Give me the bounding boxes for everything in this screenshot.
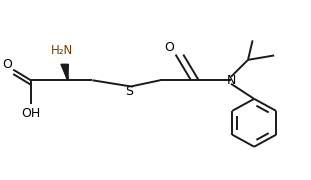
Text: OH: OH	[21, 107, 40, 120]
Text: H₂N: H₂N	[50, 44, 73, 57]
Polygon shape	[61, 64, 68, 80]
Text: N: N	[226, 74, 236, 87]
Text: O: O	[3, 58, 13, 71]
Text: S: S	[125, 85, 133, 98]
Text: O: O	[165, 41, 174, 54]
